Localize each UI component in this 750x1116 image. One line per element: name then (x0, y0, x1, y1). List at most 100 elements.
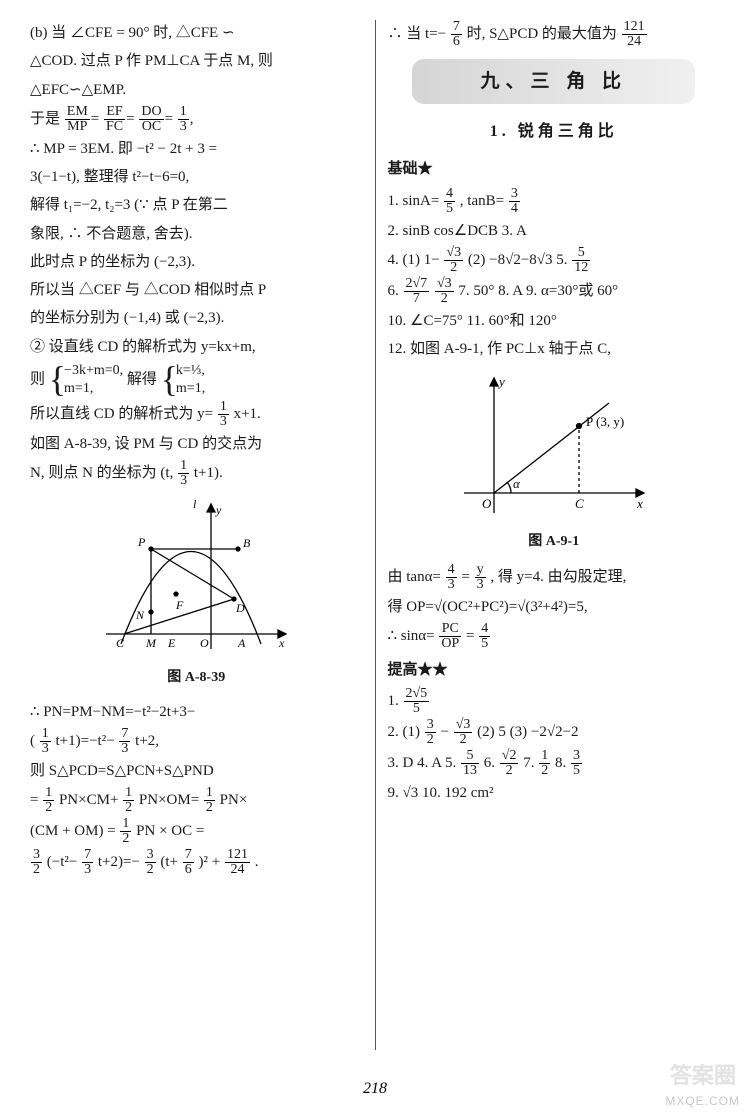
t: k=⅓, (176, 363, 205, 378)
t: 3. D 4. A 5. (388, 755, 461, 771)
t: , tanB= (460, 192, 504, 208)
t: ∴ sinα= (388, 628, 435, 644)
t: PN × OC = (136, 823, 204, 839)
text: 所以当 △CEF 与 △COD 相似时点 P (30, 277, 363, 303)
text: 解得 t₁=−2, t₂=3 (∵ 点 P 在第二 (30, 192, 363, 218)
left-column: (b) 当 ∠CFE = 90° 时, △CFE ∽ △COD. 过点 P 作 … (30, 20, 375, 1050)
t: PN× (220, 792, 248, 808)
d: 3 (446, 578, 457, 592)
t: , 得 y=4. 由勾股定理, (490, 569, 626, 585)
text: 由 tanα= 43 = y3 , 得 y=4. 由勾股定理, (388, 563, 721, 592)
n: 2√7 (404, 277, 430, 292)
t: m=1, (176, 381, 205, 396)
n: EF (104, 105, 125, 120)
lbl: x (636, 496, 643, 511)
text: ∴ sinα= PCOP = 45 (388, 622, 721, 651)
n: 7 (119, 727, 130, 742)
t: )² + (199, 854, 221, 870)
answer: 6. 2√77 √32 7. 50° 8. A 9. α=30°或 60° (388, 277, 721, 306)
d: 24 (225, 863, 250, 877)
t: . (255, 854, 259, 870)
t: −3k+m=0, (64, 363, 123, 378)
t: 8. (555, 755, 570, 771)
d: 5 (571, 764, 582, 778)
text: ② 设直线 CD 的解析式为 y=kx+m, (30, 334, 363, 360)
lbl: A (237, 636, 246, 650)
text: = 12 PN×CM+ 12 PN×OM= 12 PN× (30, 786, 363, 815)
sub-heading: 1. 锐角三角比 (388, 118, 721, 146)
page-number: 218 (0, 1080, 750, 1098)
t: (2) −8√2−8√3 5. (468, 252, 571, 268)
n: DO (139, 105, 163, 120)
n: EM (65, 105, 90, 120)
d: 12 (572, 261, 590, 275)
t: PN×OM= (139, 792, 199, 808)
lbl: F (175, 598, 184, 612)
t: 6. (484, 755, 499, 771)
d: 6 (451, 35, 462, 49)
t: PN×CM+ (59, 792, 118, 808)
text: ∴ 当 t=− 76 时, S△PCD 的最大值为 12124 (388, 20, 721, 49)
t: t+2, (135, 733, 159, 749)
t: = (466, 628, 474, 644)
t: = (461, 569, 469, 585)
n: 1 (539, 749, 550, 764)
t: = (30, 792, 38, 808)
t: 1. (388, 693, 403, 709)
d: 3 (82, 863, 93, 877)
d: 2 (425, 733, 436, 747)
d: 5 (479, 637, 490, 651)
t: 则 (30, 371, 45, 387)
text: 3(−1−t), 整理得 t²−t−6=0, (30, 164, 363, 190)
lbl: x (278, 636, 285, 650)
t: (−t²− (47, 854, 78, 870)
text: 所以直线 CD 的解析式为 y= 13 x+1. (30, 400, 363, 429)
n: √3 (454, 718, 473, 733)
answer: 9. √3 10. 192 cm² (388, 780, 721, 806)
d: 3 (218, 415, 229, 429)
lbl: O (200, 636, 209, 650)
n: PC (439, 622, 461, 637)
n: 4 (444, 187, 455, 202)
t: (t+ (160, 854, 178, 870)
text: ( 13 t+1)=−t²− 73 t+2, (30, 727, 363, 756)
d: 3 (40, 742, 51, 756)
n: 3 (571, 749, 582, 764)
lbl: y (497, 374, 505, 389)
d: 24 (622, 35, 647, 49)
d: 2 (43, 801, 54, 815)
n: 1 (218, 400, 229, 415)
answer: 4. (1) 1− √32 (2) −8√2−8√3 5. 512 (388, 246, 721, 275)
lbl: P (3, y) (586, 414, 624, 429)
d: 3 (178, 120, 189, 134)
d: 2 (444, 261, 463, 275)
text: N, 则点 N 的坐标为 (t, 13 t+1). (30, 459, 363, 488)
answer: 2. (1) 32 − √32 (2) 5 (3) −2√2−2 (388, 718, 721, 747)
figure-caption: 图 A-9-1 (388, 530, 721, 555)
figure-a-8-39: l y B P D F N C M E O A x (96, 494, 296, 664)
d: 3 (475, 578, 486, 592)
lbl: C (575, 496, 584, 511)
text: △COD. 过点 P 作 PM⊥CA 于点 M, 则 (30, 48, 363, 74)
text: 的坐标分别为 (−1,4) 或 (−2,3). (30, 305, 363, 331)
n: 1 (40, 727, 51, 742)
level-label: 基础★ (388, 156, 721, 182)
text: 则 {−3k+m=0,m=1, 解得 {k=⅓,m=1, (30, 362, 363, 398)
t: 6. (388, 283, 403, 299)
lbl: l (193, 497, 197, 511)
t: x+1. (234, 406, 261, 422)
lbl: N (135, 608, 145, 622)
t: ( (30, 733, 35, 749)
t: − (441, 724, 449, 740)
t: N, 则点 N 的坐标为 (t, (30, 465, 173, 481)
answer: 2. sinB cos∠DCB 3. A (388, 218, 721, 244)
text: 则 S△PCD=S△PCN+S△PND (30, 758, 363, 784)
answer: 1. 2√55 (388, 687, 721, 716)
lbl: α (513, 476, 521, 491)
text: 象限, ∴ 不合题意, 舍去). (30, 221, 363, 247)
watermark-logo: 答案圈 (670, 1058, 736, 1090)
d: 5 (444, 202, 455, 216)
t: m=1, (64, 381, 93, 396)
t: 7. 50° 8. A 9. α=30°或 60° (458, 283, 618, 299)
d: 2 (454, 733, 473, 747)
